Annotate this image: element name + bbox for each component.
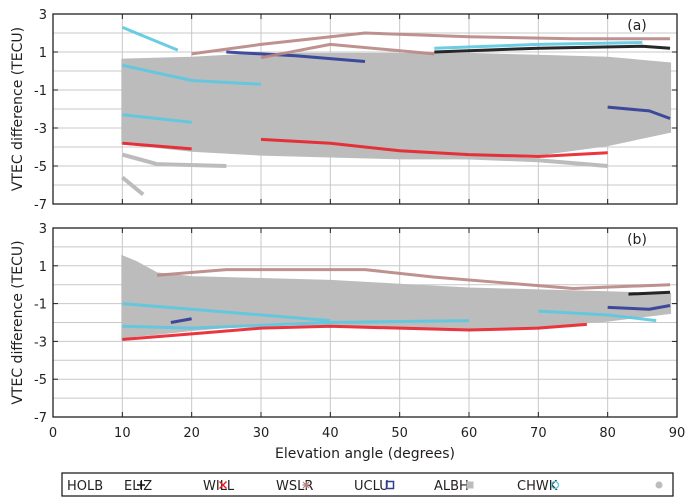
y-tick-label: -3 (34, 122, 47, 137)
trace-chwk (121, 25, 179, 52)
y-tick-label: 3 (39, 8, 47, 23)
legend-box (61, 472, 674, 497)
legend-label: WILL (203, 479, 235, 494)
x-tick-label: 10 (114, 426, 131, 441)
x-axis-label: Elevation angle (degrees) (275, 446, 455, 462)
legend-marker-uclu-square-icon (466, 481, 474, 489)
trace-chwk (538, 309, 657, 323)
trace-albh (260, 148, 608, 168)
trace-chwk (434, 41, 643, 50)
x-tick-label: 0 (49, 426, 57, 441)
plot-frame (52, 13, 678, 205)
trace-wslr (191, 31, 671, 56)
legend-marker-wslr-square-icon (385, 480, 395, 490)
y-axis-label: VTEC difference (TECU) (10, 240, 26, 404)
trace-wslr (156, 268, 671, 290)
legend-marker-albh-circle-icon (550, 480, 560, 490)
y-tick-label: -1 (34, 298, 47, 313)
y-tick-label: -3 (34, 335, 47, 350)
trace-chwk (122, 319, 470, 330)
trace-chwk (122, 63, 262, 86)
trace-chwk (122, 113, 192, 124)
x-tick-label: 80 (599, 426, 616, 441)
band-albh (121, 52, 672, 160)
legend-marker-chwk-circle-icon (655, 481, 663, 489)
trace-will (260, 137, 608, 158)
panel-a: 3 1 -1 -3 -5 -7 VTEC difference (TECU) (a) (10, 8, 678, 213)
x-tick-label: 90 (669, 426, 686, 441)
legend-label: UCLU (354, 479, 389, 494)
legend-label: HOLB (67, 479, 103, 494)
legend-label: ELIZ (124, 479, 152, 494)
trace-uclu (170, 317, 192, 324)
y-tick-label: -7 (34, 411, 47, 426)
y-tick-label: 1 (39, 46, 47, 61)
y-tick-label: 1 (39, 260, 47, 275)
trace-chwk (122, 302, 331, 323)
y-tick-label: -7 (34, 198, 47, 213)
data-layer (121, 254, 672, 342)
legend-marker-holb-plus-icon (137, 481, 145, 489)
band-albh (121, 254, 672, 341)
x-tick-label: 20 (183, 426, 200, 441)
data-layer (121, 25, 672, 197)
legend-label: ALBH (434, 479, 469, 494)
x-tick-label: 40 (322, 426, 339, 441)
x-tick-label: 30 (253, 426, 270, 441)
y-axis-label: VTEC difference (TECU) (10, 27, 26, 191)
panel-label: (b) (627, 232, 647, 248)
legend-marker-will-asterisk-icon (302, 481, 310, 489)
trace-uclu (226, 50, 366, 63)
plot-frame (52, 227, 678, 418)
trace-wslr (260, 42, 435, 60)
y-tick-label: -5 (34, 160, 47, 175)
x-tick-label: 50 (391, 426, 408, 441)
legend-label: CHWK (517, 479, 558, 494)
trace-uclu (607, 105, 671, 120)
y-tick-label: -5 (34, 373, 47, 388)
trace-eliz (434, 44, 671, 54)
legend-marker-eliz-x-icon (218, 480, 228, 490)
trace-eliz (628, 290, 671, 296)
trace-uclu (607, 304, 671, 311)
legend: HOLB ELIZ WILL WSLR UCLU ALBH CHWK (61, 472, 674, 497)
panel-b: 3 1 -1 -3 -5 -70 10 20 30 40 50 60 70 80 90 VTEC differ… (10, 222, 685, 441)
trace-albh (121, 175, 145, 197)
trace-albh (121, 152, 227, 168)
y-tick-label: -1 (34, 84, 47, 99)
trace-will (122, 141, 192, 151)
x-tick-label: 60 (461, 426, 478, 441)
y-tick-label: 3 (39, 222, 47, 237)
x-tick-label: 70 (530, 426, 547, 441)
trace-will (122, 322, 587, 342)
panel-label: (a) (627, 18, 647, 34)
